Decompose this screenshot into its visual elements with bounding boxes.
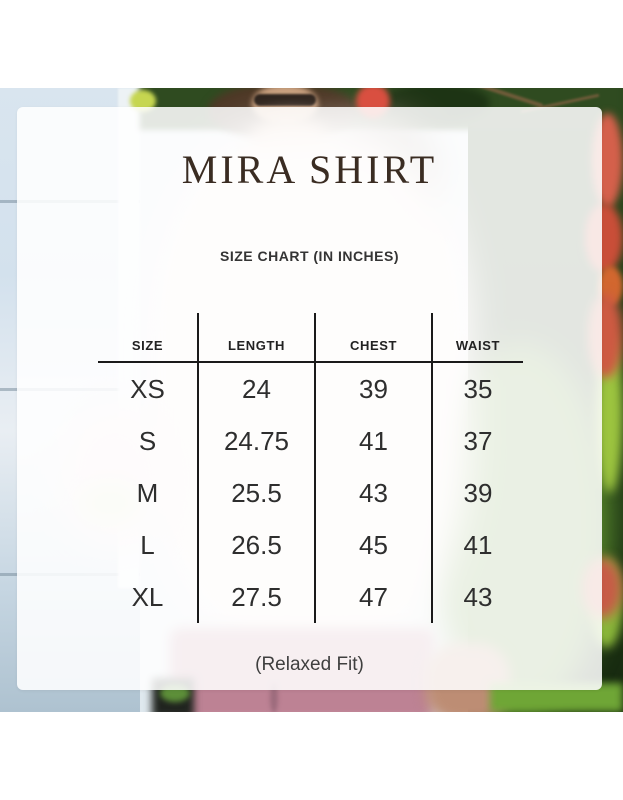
table-cell-chest: 47: [314, 571, 431, 623]
size-chart-panel: MIRA SHIRT SIZE CHART (IN INCHES) SIZE L…: [17, 107, 602, 690]
table-cell-length: 24: [197, 363, 314, 415]
table-cell-waist: 37: [431, 415, 523, 467]
table-cell-waist: 39: [431, 467, 523, 519]
yellow-leaf: [130, 90, 156, 112]
table-cell-size: L: [140, 530, 155, 560]
table-cell-waist: 35: [431, 363, 523, 415]
column-header-size: SIZE: [98, 313, 197, 363]
product-title: MIRA SHIRT: [181, 147, 438, 192]
table-cell-waist: 41: [431, 519, 523, 571]
column-header-length: LENGTH: [197, 313, 314, 363]
column-header-chest: CHEST: [314, 313, 431, 363]
column-header-waist: WAIST: [431, 313, 523, 363]
table-cell-length: 24.75: [197, 415, 314, 467]
table-cell-size: XL: [131, 582, 164, 612]
fit-note: (Relaxed Fit): [255, 654, 364, 675]
table-cell-length: 25.5: [197, 467, 314, 519]
table-cell-chest: 43: [314, 467, 431, 519]
table-cell-chest: 41: [314, 415, 431, 467]
table-cell-size: XS: [130, 374, 165, 404]
table-cell-waist: 43: [431, 571, 523, 623]
table-cell-chest: 39: [314, 363, 431, 415]
size-chart-subtitle: SIZE CHART (IN INCHES): [220, 248, 399, 264]
sunglasses: [254, 94, 316, 106]
pants-fold: [270, 683, 278, 712]
table-cell-size: M: [136, 478, 159, 508]
table-cell-length: 27.5: [197, 571, 314, 623]
table-cell-chest: 45: [314, 519, 431, 571]
table-cell-length: 26.5: [197, 519, 314, 571]
table-cell-size: S: [138, 426, 157, 456]
size-table: SIZE LENGTH CHEST WAIST XS 24 39 35 S 24…: [98, 313, 523, 623]
